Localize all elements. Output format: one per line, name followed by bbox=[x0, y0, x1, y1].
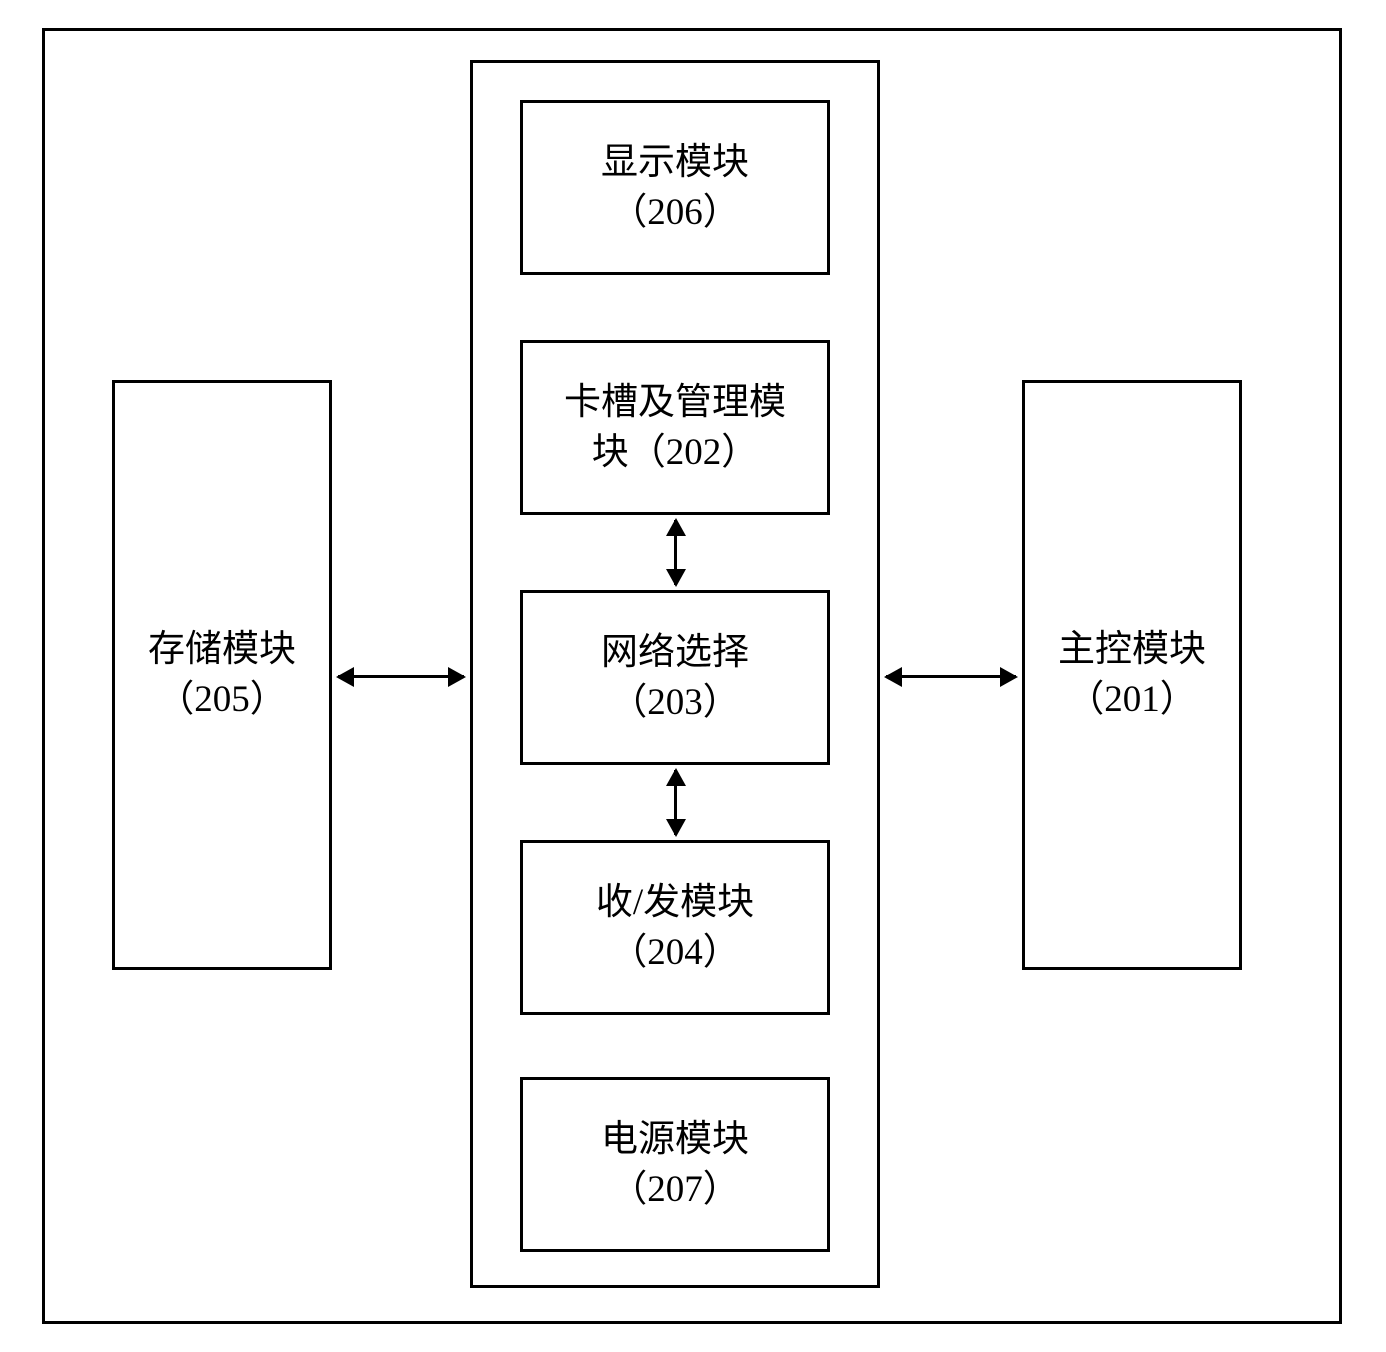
network-label: 网络选择 bbox=[601, 628, 749, 678]
slot-label: 卡槽及管理模 bbox=[564, 378, 786, 428]
network-block: 网络选择 （203） bbox=[520, 590, 830, 765]
power-label: 电源模块 bbox=[601, 1115, 749, 1165]
txrx-block: 收/发模块 （204） bbox=[520, 840, 830, 1015]
storage-label: 存储模块 bbox=[148, 625, 296, 675]
power-block: 电源模块 （207） bbox=[520, 1077, 830, 1252]
arrow-network-txrx bbox=[674, 770, 677, 835]
network-code: （203） bbox=[610, 678, 740, 728]
arrow-slot-network bbox=[674, 520, 677, 585]
controller-block: 主控模块 （201） bbox=[1022, 380, 1242, 970]
storage-code: （205） bbox=[157, 675, 287, 725]
slot-block: 卡槽及管理模 块（202） bbox=[520, 340, 830, 515]
txrx-label: 收/发模块 bbox=[596, 878, 754, 928]
controller-label: 主控模块 bbox=[1058, 625, 1206, 675]
display-block: 显示模块 （206） bbox=[520, 100, 830, 275]
slot-code: 块（202） bbox=[592, 428, 759, 478]
arrow-center-right bbox=[886, 675, 1016, 678]
diagram-canvas: 存储模块 （205） 显示模块 （206） 卡槽及管理模 块（202） 网络选择… bbox=[0, 0, 1386, 1352]
display-label: 显示模块 bbox=[601, 138, 749, 188]
power-code: （207） bbox=[610, 1165, 740, 1215]
storage-block: 存储模块 （205） bbox=[112, 380, 332, 970]
txrx-code: （204） bbox=[610, 928, 740, 978]
display-code: （206） bbox=[610, 188, 740, 238]
arrow-left-center bbox=[338, 675, 464, 678]
controller-code: （201） bbox=[1067, 675, 1197, 725]
